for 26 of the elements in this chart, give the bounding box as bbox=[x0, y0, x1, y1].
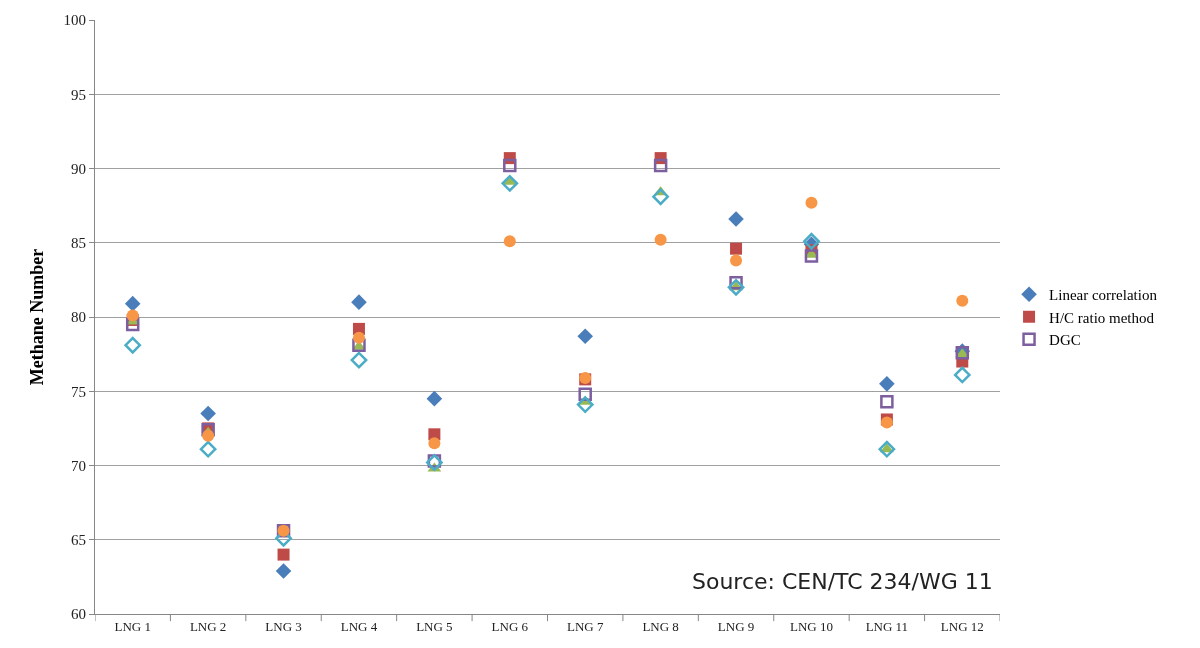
x-tick-label: LNG 12 bbox=[940, 618, 984, 634]
y-tick-label: 60 bbox=[71, 606, 86, 623]
legend-label: H/C ratio method bbox=[1049, 309, 1155, 326]
annotation: Source: CEN/TC 234/WG 11 bbox=[692, 569, 993, 594]
x-tick-label: LNG 11 bbox=[865, 618, 909, 634]
x-tick-label: LNG 6 bbox=[491, 618, 529, 634]
y-tick-label: 85 bbox=[71, 235, 86, 251]
legend-label: DGC bbox=[1049, 332, 1081, 349]
y-tick-label: 65 bbox=[71, 532, 86, 548]
x-tick-label: LNG 9 bbox=[717, 618, 755, 634]
y-tick-label: 90 bbox=[71, 160, 86, 177]
y-tick-label: 100 bbox=[63, 12, 86, 29]
x-tick-label: LNG 8 bbox=[642, 618, 679, 634]
y-tick-label: 75 bbox=[71, 383, 86, 400]
x-tick-label: LNG 2 bbox=[189, 618, 227, 634]
x-tick-label: LNG 1 bbox=[114, 618, 151, 634]
y-tick-label: 80 bbox=[71, 309, 86, 326]
x-tick-label: LNG 7 bbox=[566, 618, 604, 634]
y-tick-label: 95 bbox=[71, 86, 86, 103]
y-tick-label: 70 bbox=[71, 457, 86, 474]
y-axis-title: Methane Number bbox=[26, 248, 47, 386]
x-tick-label: LNG 4 bbox=[340, 618, 378, 634]
x-tick-label: LNG 3 bbox=[265, 618, 302, 634]
x-tick-label: LNG 10 bbox=[789, 618, 833, 634]
x-tick-label: LNG 5 bbox=[416, 618, 453, 634]
legend-label: Linear correlation bbox=[1049, 287, 1158, 304]
